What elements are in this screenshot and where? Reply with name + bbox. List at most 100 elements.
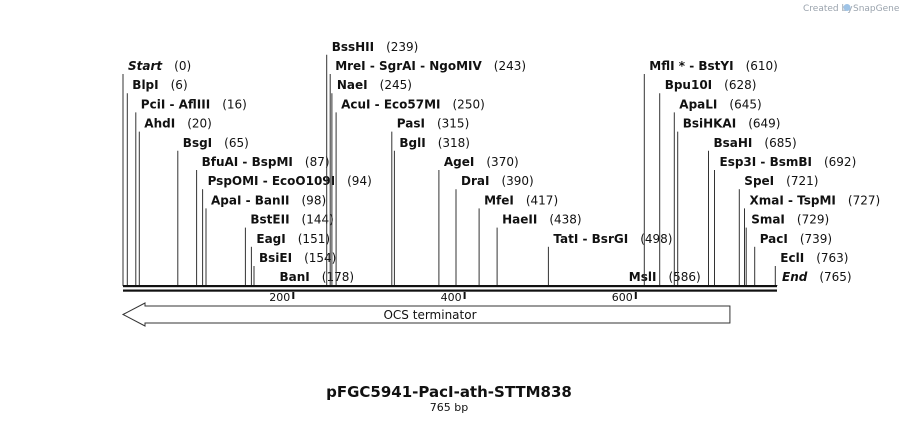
site-position: (315) [437, 117, 469, 131]
site-label[interactable]: PciI - AflIII (16) [141, 97, 247, 111]
restriction-sites: Start (0) BlpI (6) PciI - AflIII (16) AhdI (20)… [122, 40, 881, 286]
axis-tick-label: 600 [612, 291, 633, 304]
site-enzyme-name: BssHII [332, 40, 374, 54]
site-xmai-tspmi[interactable]: XmaI - TspMI (727) [744, 193, 881, 286]
site-agei[interactable]: AgeI (370) [438, 155, 519, 286]
site-bsiei[interactable]: BsiEI (154) [253, 251, 336, 286]
site-apai-banii[interactable]: ApaI - BanII (98) [205, 193, 326, 286]
site-label[interactable]: PacI (739) [760, 232, 832, 246]
site-label[interactable]: BfuAI - BspMI (87) [202, 155, 330, 169]
site-smai[interactable]: SmaI (729) [745, 213, 829, 286]
site-position: (438) [549, 213, 581, 227]
site-label[interactable]: BssHII (239) [332, 40, 419, 54]
site-position: (685) [764, 136, 796, 150]
site-enzyme-name: ApaI - BanII [211, 193, 290, 207]
site-label[interactable]: EagI (151) [256, 232, 330, 246]
site-label[interactable]: MfeI (417) [484, 193, 558, 207]
site-label[interactable]: Bpu10I (628) [665, 78, 757, 92]
site-label[interactable]: BanI (178) [280, 270, 355, 284]
axis-tick-600: 600 [612, 291, 637, 304]
site-spei[interactable]: SpeI (721) [738, 174, 818, 286]
site-label[interactable]: BsiEI (154) [259, 251, 336, 265]
site-label[interactable]: End (765) [782, 270, 852, 284]
site-enzyme-name: EclI [780, 251, 804, 265]
feature-arrow-shape[interactable] [121, 302, 731, 327]
feature-ocs-terminator[interactable]: OCS terminator [121, 302, 731, 327]
site-label[interactable]: MslI (586) [629, 270, 701, 284]
site-esp3i-bsmbi[interactable]: Esp3I - BsmBI (692) [714, 155, 857, 286]
site-label[interactable]: HaeII (438) [502, 213, 581, 227]
site-label[interactable]: BsgI (65) [183, 136, 249, 150]
site-label[interactable]: PasI (315) [397, 117, 469, 131]
site-label[interactable]: AcuI - Eco57MI (250) [341, 97, 485, 111]
site-msli[interactable]: MslI (586) [623, 270, 701, 286]
site-enzyme-name: DraI [461, 174, 489, 188]
site-label[interactable]: XmaI - TspMI (727) [750, 193, 881, 207]
site-ecli[interactable]: EclI (763) [774, 251, 848, 286]
site-label[interactable]: SmaI (729) [751, 213, 829, 227]
site-ahdi[interactable]: AhdI (20) [138, 117, 212, 286]
site-label[interactable]: TatI - BsrGI (498) [553, 232, 672, 246]
site-position: (498) [640, 232, 672, 246]
site-enzyme-name: BsiEI [259, 251, 292, 265]
site-label[interactable]: Start (0) [128, 59, 191, 73]
site-bsteii[interactable]: BstEII (144) [244, 213, 334, 286]
site-tati-bsrgi[interactable]: TatI - BsrGI (498) [547, 232, 672, 286]
site-start[interactable]: Start (0) [122, 59, 191, 286]
site-haeii[interactable]: HaeII (438) [496, 213, 582, 286]
site-label[interactable]: DraI (390) [461, 174, 534, 188]
site-position: (98) [302, 193, 327, 207]
site-enzyme-name: Bpu10I [665, 78, 712, 92]
site-enzyme-name: NaeI [337, 78, 368, 92]
site-end[interactable]: End (765) [776, 270, 852, 286]
site-enzyme-name: HaeII [502, 213, 537, 227]
site-label[interactable]: SpeI (721) [744, 174, 818, 188]
site-enzyme-name: BlpI [132, 78, 158, 92]
site-position: (610) [746, 59, 778, 73]
site-enzyme-name: AcuI - Eco57MI [341, 97, 440, 111]
site-label[interactable]: BglI (318) [399, 136, 470, 150]
site-pcii-afliii[interactable]: PciI - AflIII (16) [135, 97, 247, 286]
site-paci[interactable]: PacI (739) [754, 232, 832, 286]
site-pasi[interactable]: PasI (315) [391, 117, 469, 286]
site-label[interactable]: BsaHI (685) [714, 136, 797, 150]
site-label[interactable]: BlpI (6) [132, 78, 187, 92]
site-label[interactable]: BstEII (144) [250, 213, 333, 227]
site-label[interactable]: EclI (763) [780, 251, 848, 265]
site-label[interactable]: PspOMI - EcoO109I (94) [208, 174, 372, 188]
site-mfei[interactable]: MfeI (417) [478, 193, 558, 286]
site-label[interactable]: Esp3I - BsmBI (692) [720, 155, 857, 169]
site-label[interactable]: AgeI (370) [444, 155, 519, 169]
site-blpi[interactable]: BlpI (6) [126, 78, 188, 286]
axis-ticks: 200 400 600 [269, 291, 637, 304]
site-eagi[interactable]: EagI (151) [250, 232, 330, 286]
site-label[interactable]: ApaI - BanII (98) [211, 193, 326, 207]
site-apali[interactable]: ApaLI (645) [673, 97, 762, 286]
site-position: (65) [224, 136, 249, 150]
site-label[interactable]: MreI - SgrAI - NgoMIV (243) [335, 59, 526, 73]
site-enzyme-name: PasI [397, 117, 425, 131]
site-naei[interactable]: NaeI (245) [331, 78, 412, 286]
site-label[interactable]: AhdI (20) [144, 117, 212, 131]
site-label[interactable]: ApaLI (645) [679, 97, 761, 111]
site-drai[interactable]: DraI (390) [455, 174, 534, 286]
site-enzyme-name: BsaHI [714, 136, 753, 150]
site-enzyme-name: SpeI [744, 174, 774, 188]
site-label[interactable]: BsiHKAI (649) [683, 117, 781, 131]
site-enzyme-name: EagI [256, 232, 285, 246]
site-bsahi[interactable]: BsaHI (685) [708, 136, 797, 286]
site-bani[interactable]: BanI (178) [274, 270, 355, 286]
site-bgli[interactable]: BglI (318) [393, 136, 470, 286]
sequence-length: 765 bp [430, 401, 468, 414]
site-bsihkai[interactable]: BsiHKAI (649) [677, 117, 781, 286]
site-pspomi-ecoo109i[interactable]: PspOMI - EcoO109I (94) [202, 174, 372, 286]
site-bsgi[interactable]: BsgI (65) [177, 136, 249, 286]
site-mfli-bstyi[interactable]: MflI * - BstYI (610) [643, 59, 778, 286]
site-bsshii[interactable]: BssHII (239) [326, 40, 419, 286]
site-bfuai-bspmi[interactable]: BfuAI - BspMI (87) [196, 155, 330, 286]
site-bpu10i[interactable]: Bpu10I (628) [659, 78, 757, 286]
site-acui-eco57mi[interactable]: AcuI - Eco57MI (250) [335, 97, 485, 286]
site-label[interactable]: MflI * - BstYI (610) [649, 59, 778, 73]
site-mrei-sgrai-ngomiv[interactable]: MreI - SgrAI - NgoMIV (243) [329, 59, 526, 286]
site-label[interactable]: NaeI (245) [337, 78, 412, 92]
